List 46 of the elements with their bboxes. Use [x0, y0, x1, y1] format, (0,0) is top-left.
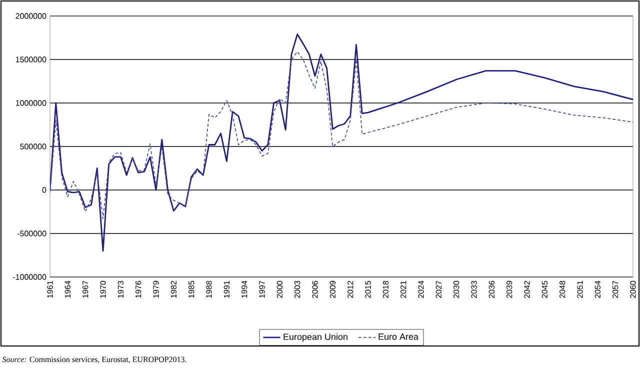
line-series	[50, 51, 633, 220]
x-tick-label: 2000	[276, 280, 282, 298]
x-tick-label: 1967	[82, 280, 88, 298]
x-tick-label: 1970	[100, 280, 106, 298]
x-tick-label: 2033	[471, 280, 477, 298]
x-tick-label: 1994	[242, 280, 248, 298]
y-tick-label: 500000	[20, 144, 46, 150]
x-tick-label: 2051	[577, 280, 583, 298]
x-tick-label: 2027	[436, 280, 442, 298]
x-tick-label: 1985	[188, 280, 194, 298]
x-tick-label: 2012	[348, 280, 354, 298]
x-tick-label: 2030	[454, 280, 460, 298]
x-tick-label: 1982	[170, 280, 176, 298]
x-tick-label: 2048	[560, 280, 566, 298]
x-tick-label: 2006	[312, 280, 318, 298]
y-tick-label: -500000	[17, 230, 46, 236]
x-tick-label: 2036	[488, 280, 494, 298]
x-tick-label: 2024	[418, 280, 424, 298]
legend-label: Euro Area	[378, 334, 418, 340]
y-tick-label: 1500000	[16, 56, 46, 62]
x-tick-label: 2054	[594, 280, 600, 298]
y-tick-label: 1000000	[16, 100, 46, 106]
y-tick-label: -1000000	[13, 274, 46, 280]
x-tick-label: 2015	[365, 280, 371, 298]
x-tick-label: 1961	[47, 280, 53, 298]
y-tick-label: 2000000	[16, 13, 46, 19]
x-tick-label: 1988	[206, 280, 212, 298]
x-tick-label: 2021	[400, 280, 406, 298]
y-tick-label: 0	[42, 187, 46, 193]
legend-label: European Union	[284, 333, 348, 342]
x-tick-label: 1976	[136, 280, 142, 298]
x-tick-label: 2003	[294, 280, 300, 298]
x-tick-label: 1979	[153, 280, 159, 298]
x-tick-label: 2039	[506, 280, 512, 298]
x-tick-label: 2009	[330, 280, 336, 298]
x-tick-label: 2018	[382, 280, 388, 298]
line-series	[50, 34, 633, 252]
x-tick-label: 1991	[224, 280, 230, 298]
x-tick-label: 1997	[259, 280, 265, 298]
x-tick-label: 1973	[118, 280, 124, 298]
text: Source: Commission services, Eurostat, EUROPOP2013.	[2, 356, 186, 364]
x-tick-label: 2042	[524, 280, 530, 298]
x-tick-label: 2057	[612, 280, 618, 298]
x-tick-label: 2060	[630, 280, 636, 298]
x-tick-label: 1964	[64, 280, 70, 298]
x-tick-label: 2045	[542, 280, 548, 298]
